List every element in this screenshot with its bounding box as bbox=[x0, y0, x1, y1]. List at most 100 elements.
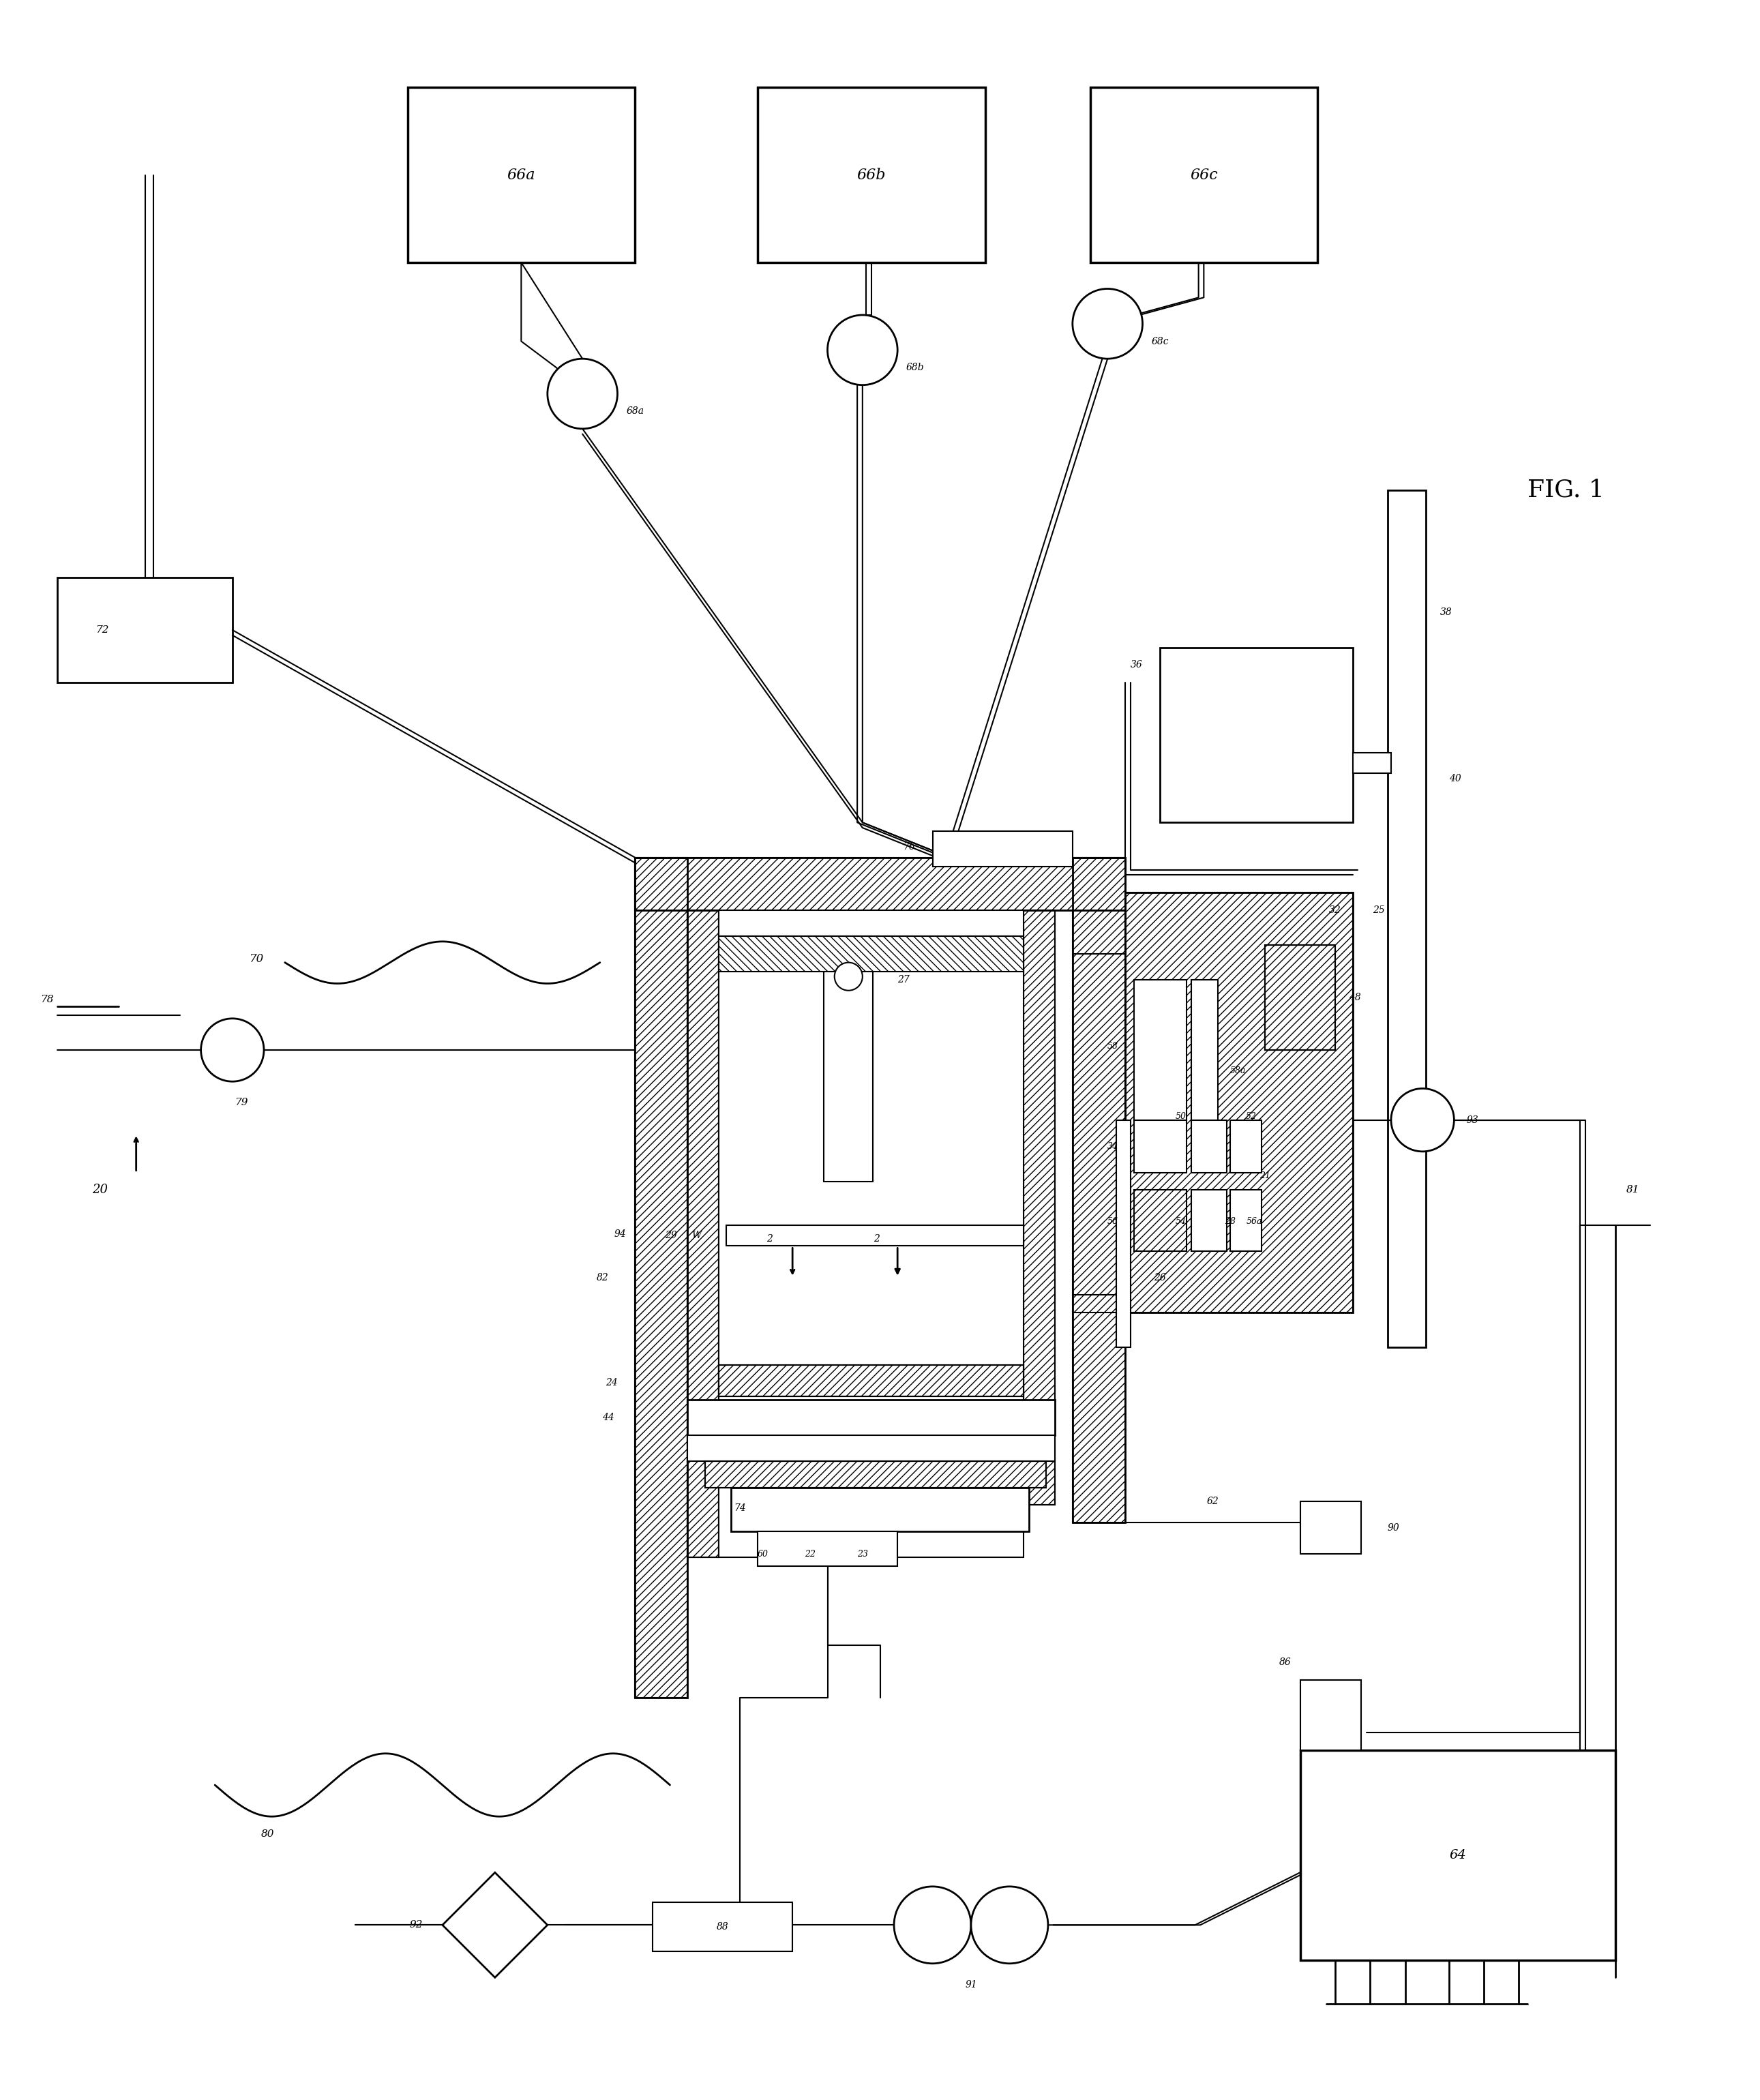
Bar bbox=[1301, 1501, 1360, 1554]
Text: 23: 23 bbox=[857, 1550, 868, 1558]
Bar bbox=[1230, 1119, 1262, 1172]
Bar bbox=[688, 909, 720, 1558]
Text: 79: 79 bbox=[234, 1098, 248, 1107]
Text: FIG. 1: FIG. 1 bbox=[1528, 479, 1605, 502]
Bar bbox=[1265, 945, 1336, 1050]
Bar bbox=[720, 1365, 1024, 1396]
Text: 58a: 58a bbox=[1230, 1067, 1246, 1075]
Text: 2: 2 bbox=[873, 1235, 880, 1243]
Text: 40: 40 bbox=[1448, 775, 1461, 783]
Circle shape bbox=[894, 1886, 972, 1964]
Text: 36: 36 bbox=[1130, 659, 1142, 670]
Bar bbox=[1024, 909, 1054, 1506]
Bar bbox=[933, 832, 1072, 867]
Bar bbox=[1192, 1191, 1227, 1252]
Text: 24: 24 bbox=[605, 1378, 618, 1388]
Text: 68b: 68b bbox=[906, 363, 924, 372]
Bar bbox=[58, 578, 232, 682]
Text: 2: 2 bbox=[767, 1235, 773, 1243]
Text: 22: 22 bbox=[804, 1550, 815, 1558]
Text: 38: 38 bbox=[1440, 607, 1452, 617]
Text: 60: 60 bbox=[757, 1550, 767, 1558]
Text: 68c: 68c bbox=[1151, 336, 1169, 346]
Text: 91: 91 bbox=[964, 1980, 977, 1989]
Bar bbox=[635, 857, 1125, 909]
Text: 66a: 66a bbox=[507, 168, 535, 183]
Bar bbox=[1301, 1680, 1360, 1749]
Bar bbox=[725, 1224, 1024, 1245]
Bar bbox=[1116, 1119, 1130, 1348]
Circle shape bbox=[201, 1018, 264, 1082]
Text: 64: 64 bbox=[1448, 1848, 1466, 1861]
Bar bbox=[688, 1434, 1054, 1462]
Text: 94: 94 bbox=[614, 1228, 627, 1239]
Text: 44: 44 bbox=[602, 1413, 614, 1422]
Circle shape bbox=[834, 962, 862, 991]
Text: 29: 29 bbox=[665, 1231, 678, 1241]
Bar bbox=[1133, 981, 1186, 1119]
Circle shape bbox=[827, 315, 898, 384]
Bar bbox=[720, 909, 1024, 1558]
Text: W: W bbox=[692, 1231, 702, 1241]
Text: 68a: 68a bbox=[627, 407, 644, 416]
Bar bbox=[824, 972, 873, 1182]
Text: 80: 80 bbox=[260, 1829, 275, 1840]
Text: 48: 48 bbox=[1350, 993, 1360, 1002]
Text: 26: 26 bbox=[1155, 1273, 1167, 1283]
Circle shape bbox=[972, 1886, 1047, 1964]
Text: 76: 76 bbox=[903, 842, 915, 853]
Text: 27: 27 bbox=[898, 974, 910, 985]
Bar bbox=[635, 857, 1125, 909]
Text: 70: 70 bbox=[250, 953, 264, 964]
Bar bbox=[1133, 1119, 1186, 1172]
Text: 88: 88 bbox=[716, 1922, 729, 1932]
Text: 20: 20 bbox=[92, 1184, 107, 1197]
Text: 81: 81 bbox=[1626, 1184, 1639, 1195]
Text: 72: 72 bbox=[95, 626, 109, 634]
Bar bbox=[1353, 752, 1390, 773]
Text: 56: 56 bbox=[1107, 1218, 1118, 1226]
Text: 54: 54 bbox=[1176, 1218, 1186, 1226]
Bar bbox=[720, 937, 1024, 972]
Text: 78: 78 bbox=[40, 995, 55, 1004]
Bar bbox=[635, 857, 688, 1697]
Bar bbox=[1024, 909, 1054, 1506]
Text: 66c: 66c bbox=[1190, 168, 1218, 183]
Bar bbox=[1089, 88, 1318, 262]
Bar bbox=[1192, 981, 1218, 1119]
Text: 90: 90 bbox=[1387, 1522, 1399, 1533]
Text: 82: 82 bbox=[597, 1273, 609, 1283]
Circle shape bbox=[1072, 288, 1142, 359]
Bar bbox=[1125, 892, 1353, 1312]
Text: 93: 93 bbox=[1466, 1115, 1478, 1126]
Polygon shape bbox=[442, 1873, 547, 1978]
Circle shape bbox=[547, 359, 618, 428]
Bar bbox=[1265, 945, 1336, 1050]
Bar bbox=[720, 1365, 1024, 1396]
Bar bbox=[1133, 1191, 1186, 1252]
Bar bbox=[757, 1531, 898, 1567]
Text: 62: 62 bbox=[1207, 1497, 1218, 1506]
Bar bbox=[653, 1903, 792, 1951]
Bar bbox=[1072, 857, 1125, 1522]
Text: 92: 92 bbox=[410, 1919, 422, 1930]
Circle shape bbox=[1390, 1088, 1454, 1151]
Text: 74: 74 bbox=[734, 1504, 746, 1514]
Bar bbox=[1230, 1191, 1262, 1252]
Bar bbox=[730, 1487, 1030, 1531]
Text: 21: 21 bbox=[1260, 1172, 1271, 1180]
Bar bbox=[1387, 489, 1426, 1348]
Bar bbox=[1125, 892, 1353, 1312]
Text: 56a: 56a bbox=[1246, 1218, 1262, 1226]
Bar bbox=[706, 1462, 1045, 1487]
Bar bbox=[1160, 647, 1353, 823]
Bar bbox=[757, 88, 986, 262]
Text: 50: 50 bbox=[1176, 1113, 1186, 1121]
Bar bbox=[688, 909, 720, 1558]
Text: 52: 52 bbox=[1246, 1113, 1257, 1121]
Bar bbox=[1072, 857, 1125, 1522]
Text: 58: 58 bbox=[1107, 1042, 1118, 1050]
Bar bbox=[635, 857, 688, 1697]
Bar bbox=[407, 88, 635, 262]
Bar bbox=[1301, 1749, 1616, 1959]
